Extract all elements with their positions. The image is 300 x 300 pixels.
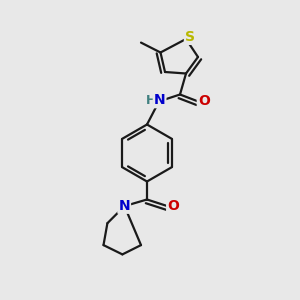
Text: N: N [118,199,130,213]
Text: S: S [185,30,195,44]
Text: H: H [146,94,156,107]
Text: N: N [154,93,165,107]
Text: O: O [198,94,210,108]
Text: O: O [167,199,179,213]
